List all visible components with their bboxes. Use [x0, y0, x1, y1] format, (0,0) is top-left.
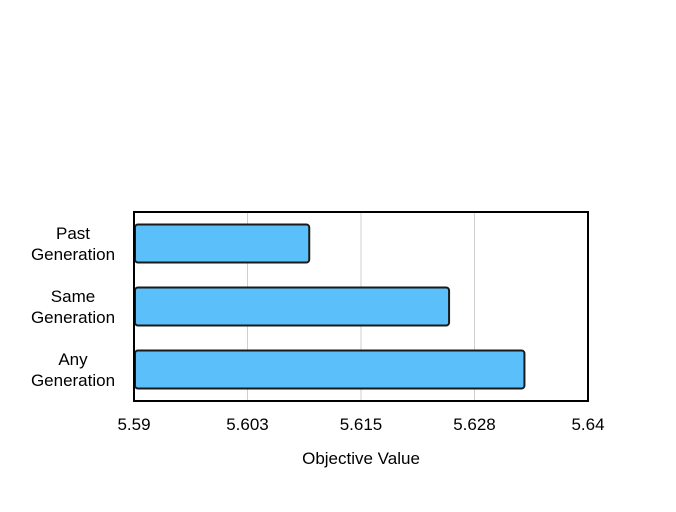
x-tick-label: 5.628	[453, 415, 496, 434]
category-label-line: Generation	[31, 371, 115, 390]
bar	[134, 286, 451, 327]
x-axis-title: Objective Value	[302, 449, 420, 468]
x-tick-label: 5.59	[117, 415, 150, 434]
x-tick-label: 5.64	[571, 415, 604, 434]
category-label-line: Past	[56, 224, 90, 243]
category-label: Any Generation	[31, 350, 115, 390]
category-label: Same Generation	[31, 287, 115, 327]
category-label-line: Generation	[31, 308, 115, 327]
bar	[134, 223, 311, 264]
bar	[134, 349, 526, 390]
x-tick-label: 5.615	[340, 415, 383, 434]
bars	[134, 223, 526, 390]
y-axis-category-labels: Past Generation Same Generation Any Generatio…	[31, 224, 115, 390]
category-label-line: Any	[58, 350, 88, 369]
category-label: Past Generation	[31, 224, 115, 264]
category-label-line: Same	[51, 287, 95, 306]
x-tick-label: 5.603	[226, 415, 269, 434]
plot-frame	[133, 211, 589, 402]
x-axis-tick-labels: 5.59 5.603 5.615 5.628 5.64	[117, 415, 604, 434]
category-label-line: Generation	[31, 245, 115, 264]
